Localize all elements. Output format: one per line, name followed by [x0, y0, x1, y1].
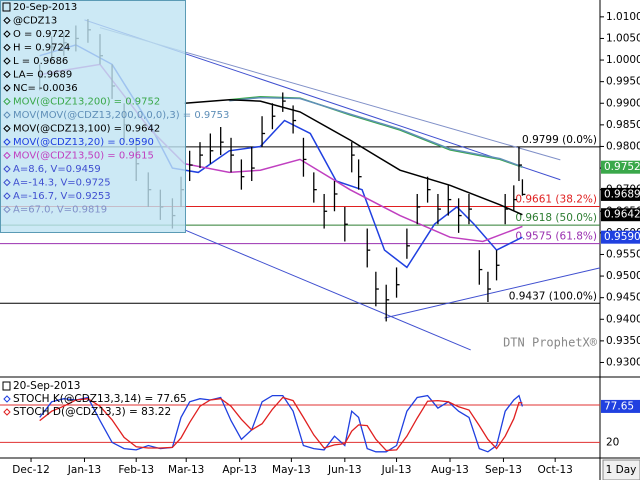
stoch-tag-bg: [601, 399, 640, 413]
level-label: 0.9575 (61.8%): [515, 231, 597, 243]
y-tick-label: 1.0050: [606, 32, 640, 44]
diamond-icon: [3, 111, 11, 119]
diamond-icon: [3, 124, 11, 133]
y-tick-label: 1.0100: [606, 11, 640, 23]
diamond-icon: [3, 43, 11, 52]
y-tick-label: 0.9500: [606, 270, 640, 282]
stoch-date: 20-Sep-2013: [13, 380, 80, 392]
level-label: 0.9799 (0.0%): [522, 134, 597, 146]
moving-average: [184, 99, 523, 216]
diamond-icon: [3, 151, 11, 160]
info-box: 20-Sep-2013 @CDZ13 O = 0.9722 H = 0.9724 L =…: [0, 0, 229, 233]
diamond-icon: [3, 408, 11, 416]
info-text: LA= 0.9689: [13, 70, 72, 81]
x-tick-label: Mar-13: [168, 464, 204, 476]
diamond-icon: [3, 138, 11, 146]
axis-tag: 0.9590: [604, 231, 640, 243]
legend-entry: MOV(MOV(@CDZ13,200,0,0,0),3) = 0.9753: [13, 110, 229, 121]
y-tick-label: 0.9300: [606, 356, 640, 368]
info-text: O = 0.9722: [13, 29, 71, 40]
info-text: H = 0.9724: [13, 43, 70, 54]
axis-tag-bg: [601, 208, 640, 222]
x-tick-label: Dec-12: [12, 464, 49, 476]
diamond-icon: [3, 16, 11, 25]
x-tick-label: Aug-13: [431, 464, 469, 476]
x-tick-label: Apr-13: [222, 464, 257, 476]
trendline: [384, 267, 601, 319]
diamond-icon: [3, 70, 11, 79]
axis-tag-bg: [601, 187, 640, 201]
y-tick-label: 0.9350: [606, 335, 640, 347]
x-tick-label: Feb-13: [118, 464, 154, 476]
info-text: L = 0.9686: [13, 56, 68, 67]
stoch-legend-entry: STOCH K(@CDZ13,3,14) = 77.65: [13, 393, 187, 405]
x-tick-label: Jul-13: [381, 464, 412, 476]
stoch-tick-label: 20: [606, 436, 619, 448]
level-label: 0.9618 (50.0%): [515, 212, 597, 224]
x-tick-label: Oct-13: [538, 464, 573, 476]
axis-tag: 0.9689: [604, 188, 640, 200]
watermark: DTN ProphetX®: [503, 336, 598, 350]
x-tick-label: May-13: [272, 464, 311, 476]
y-tick-label: 0.9550: [606, 248, 640, 260]
trendline-label: A=-14.3, V=0.9725: [13, 178, 111, 189]
diamond-icon: [3, 84, 11, 92]
level-label: 0.9437 (100.0%): [509, 290, 597, 302]
trendline-label: A=67.0, V=0.9819: [13, 205, 107, 216]
axis-tag-bg: [601, 230, 640, 244]
diamond-icon: [3, 30, 11, 38]
info-box-bg: [0, 0, 186, 233]
x-tick-label: Jan-13: [67, 464, 101, 476]
x-tick-label: Sep-13: [485, 464, 522, 476]
diamond-icon: [3, 97, 11, 106]
legend-entry: MOV(@CDZ13,100) = 0.9642: [13, 124, 160, 135]
y-tick-label: 0.9900: [606, 97, 640, 109]
trendline-label: A=-16.7, V=0.9253: [13, 191, 111, 202]
diamond-icon: [3, 395, 11, 403]
stoch-legend-entry: STOCH D(@CDZ13,3) = 83.22: [13, 406, 171, 418]
diamond-icon: [3, 165, 11, 173]
icon: [2, 2, 11, 12]
period-box: [602, 459, 640, 480]
y-tick-label: 0.9800: [606, 140, 640, 152]
axis-tag: 0.9642: [604, 209, 640, 221]
y-tick-label: 0.9850: [606, 119, 640, 131]
legend-entry: MOV(@CDZ13,200) = 0.9752: [13, 97, 160, 108]
x-tick-label: Jun-13: [327, 464, 362, 476]
info-text: @CDZ13: [13, 16, 57, 27]
diamond-icon: [3, 57, 11, 65]
legend-entry: MOV(@CDZ13,50) = 0.9615: [13, 151, 154, 162]
info-text: NC= -0.0036: [13, 83, 78, 94]
stoch-tag: 77.65: [604, 400, 634, 412]
trendline: [184, 229, 471, 351]
level-label: 0.9661 (38.2%): [515, 194, 597, 206]
axis-tag-bg: [601, 160, 640, 174]
y-tick-label: 0.9950: [606, 76, 640, 88]
diamond-icon: [3, 178, 11, 187]
stoch-line: [39, 396, 523, 452]
y-tick-label: 0.9400: [606, 313, 640, 325]
trendline-label: A=8.6, V=0.9459: [13, 164, 101, 175]
y-tick-label: 0.9450: [606, 292, 640, 304]
axis-tag: 0.9752: [604, 161, 640, 173]
period-label: 1 Day: [606, 464, 637, 476]
icon: [2, 381, 11, 391]
diamond-icon: [3, 192, 11, 200]
stoch-line: [39, 394, 524, 453]
moving-average: [229, 96, 523, 168]
y-tick-label: 1.0000: [606, 54, 640, 66]
info-text: 20-Sep-2013: [13, 2, 77, 13]
diamond-icon: [3, 205, 11, 214]
legend-entry: MOV(@CDZ13,20) = 0.9590: [13, 137, 154, 148]
